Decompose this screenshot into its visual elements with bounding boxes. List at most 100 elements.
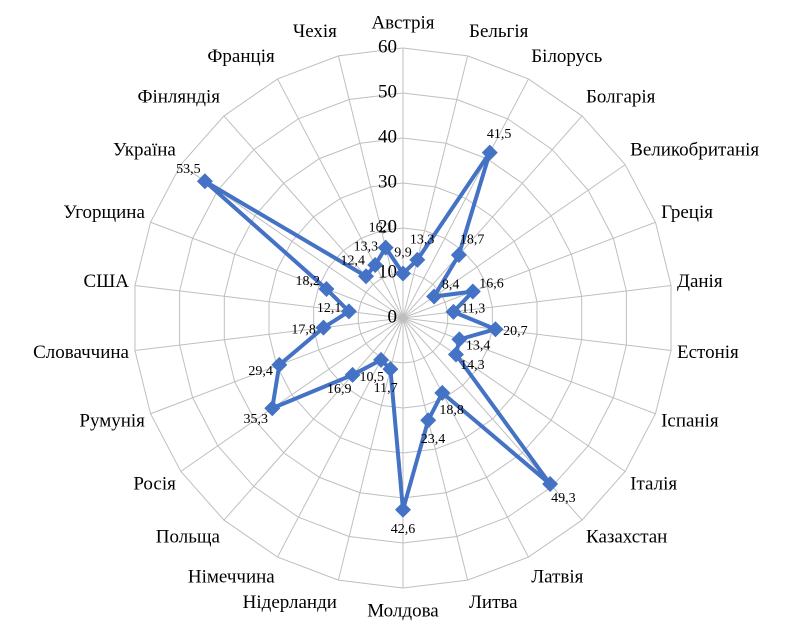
spoke [337, 317, 404, 581]
spoke [150, 221, 404, 319]
spoke [277, 78, 404, 319]
tick-label: 30 [378, 171, 397, 192]
spoke [402, 78, 529, 319]
data-label: 14,3 [460, 358, 485, 373]
category-label: Фінляндія [137, 86, 220, 107]
category-label: Іспанія [661, 411, 719, 432]
spoke [134, 317, 404, 352]
data-label: 23,4 [421, 432, 446, 447]
data-label: 13,4 [466, 339, 491, 354]
category-label: Данія [677, 271, 723, 292]
category-label: Польща [156, 526, 221, 547]
data-label: 18,7 [460, 232, 485, 247]
data-label: 17,8 [291, 322, 316, 337]
tick-label: 40 [378, 126, 397, 147]
spoke [223, 317, 404, 521]
data-label: 53,5 [176, 162, 201, 177]
spoke [402, 55, 469, 319]
data-label: 41,5 [487, 127, 512, 142]
category-label: Німеччина [188, 567, 275, 588]
marker [464, 283, 481, 300]
category-label: Італія [630, 473, 677, 494]
marker [271, 356, 288, 373]
category-label: Нідерланди [243, 592, 337, 613]
data-label: 13,3 [410, 233, 435, 248]
category-label: Естонія [677, 342, 739, 363]
category-label: Чехія [293, 21, 337, 42]
tick-label: 0 [388, 306, 398, 327]
category-label: Бельгія [469, 21, 529, 42]
marker [344, 366, 361, 383]
spoke [277, 317, 404, 558]
category-label: Литва [469, 592, 518, 613]
spoke [402, 317, 529, 558]
spoke [134, 284, 404, 319]
data-label: 20,7 [503, 324, 528, 339]
marker [357, 268, 374, 285]
marker [487, 321, 504, 338]
data-label: 16,6 [479, 277, 504, 292]
tick-label: 20 [378, 216, 397, 237]
marker [481, 144, 498, 161]
category-label: Угорщина [63, 202, 145, 223]
marker [373, 351, 390, 368]
data-label: 42,6 [391, 522, 416, 537]
data-label: 13,3 [354, 240, 379, 255]
data-label: 8,4 [442, 277, 460, 292]
marker [451, 331, 468, 348]
data-label: 12,4 [340, 253, 365, 268]
tick-label: 60 [378, 36, 397, 57]
marker [196, 173, 213, 190]
marker [450, 247, 467, 264]
spoke [402, 317, 469, 581]
data-label: 49,3 [551, 491, 576, 506]
marker [340, 303, 357, 320]
data-label: 11,7 [374, 381, 398, 396]
marker [542, 476, 559, 493]
category-label: Казахстан [586, 526, 667, 547]
marker [264, 400, 281, 417]
spoke [402, 317, 656, 415]
spoke [402, 221, 656, 319]
data-label: 10,5 [359, 370, 384, 385]
data-label: 29,4 [248, 364, 273, 379]
marker [318, 280, 335, 297]
category-label: Греція [661, 202, 713, 223]
category-label: Болгарія [586, 86, 656, 107]
spoke [223, 115, 404, 319]
marker [426, 288, 443, 305]
marker [382, 361, 399, 378]
marker [447, 346, 464, 363]
category-label: Словаччина [33, 342, 129, 363]
data-label: 16,9 [327, 382, 352, 397]
marker [377, 239, 394, 256]
data-label: 16,1 [369, 220, 394, 235]
spoke [180, 317, 404, 472]
spoke [402, 317, 626, 472]
data-label: 18,2 [295, 274, 320, 289]
data-label: 18,8 [439, 403, 464, 418]
data-label: 35,3 [244, 412, 269, 427]
marker [395, 501, 411, 518]
tick-label: 10 [378, 261, 397, 282]
category-label: Австрія [371, 12, 434, 33]
category-label: Румунія [79, 411, 145, 432]
marker [445, 303, 462, 320]
category-label: Великобританія [630, 139, 759, 160]
spoke [337, 55, 404, 319]
category-label: Латвія [531, 567, 583, 588]
data-label: 11,3 [461, 302, 485, 317]
category-label: Франція [207, 46, 275, 67]
marker [434, 384, 451, 401]
spoke [402, 115, 583, 319]
marker [315, 319, 332, 336]
category-label: Україна [113, 139, 176, 160]
category-label: США [83, 271, 129, 292]
spoke [402, 317, 672, 352]
marker [420, 412, 437, 429]
category-label: Молдова [367, 600, 439, 621]
spoke [402, 164, 626, 319]
category-label: Білорусь [531, 46, 602, 67]
marker [395, 265, 411, 282]
